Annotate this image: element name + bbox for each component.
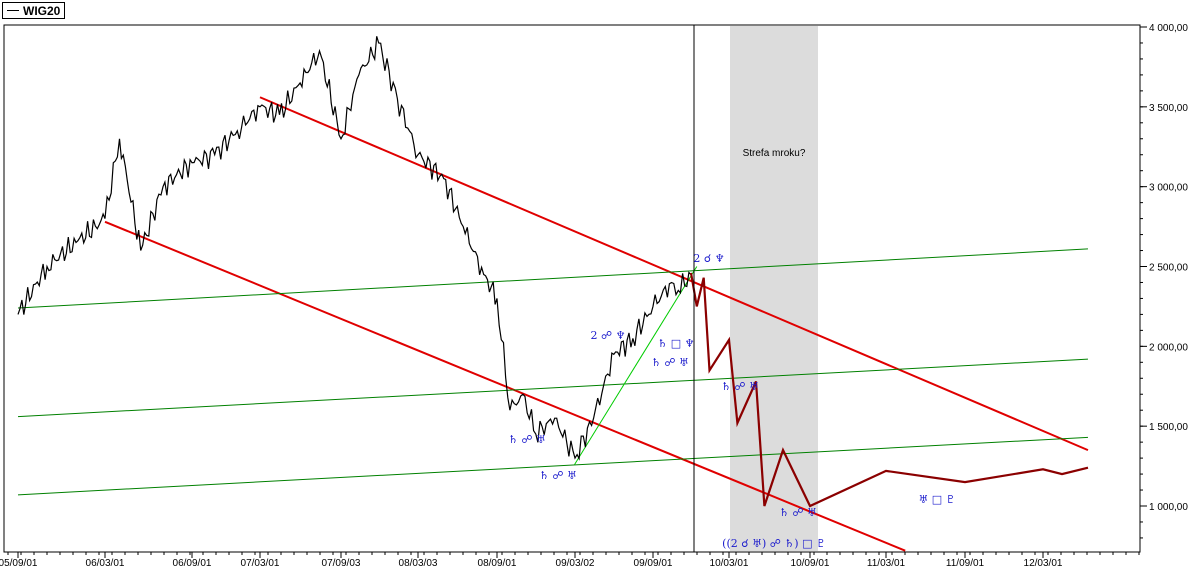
trendline-1 bbox=[259, 96, 1089, 452]
trendline-3 bbox=[17, 248, 1088, 309]
annotation-label: 2 ☍ ♆ bbox=[591, 329, 626, 342]
annotation-label: ♄ ☍ ♅ bbox=[779, 506, 817, 519]
legend[interactable]: WIG20 bbox=[2, 2, 66, 19]
trendlines bbox=[17, 96, 1089, 552]
x-tick-label: 10/03/01 bbox=[710, 558, 749, 569]
legend-line-icon bbox=[7, 10, 19, 11]
series-wig20-line bbox=[17, 36, 692, 461]
plot-frame bbox=[3, 24, 1141, 553]
trendline-2 bbox=[104, 220, 906, 552]
x-tick-label: 07/03/01 bbox=[241, 558, 280, 569]
x-tick-label: 09/09/01 bbox=[634, 558, 673, 569]
annotations: 2 ☌ ♆ 2 ☍ ♆ ♄ □ ♆ ♄ ☍ ♅ ♄ ☍ ♅ ♄ ☍ ♅ ♄ ☍ ♅ ♄ ☍ ♅… bbox=[508, 252, 955, 550]
x-tick-label: 10/09/01 bbox=[791, 558, 830, 569]
y-tick-label: 1 000,00 bbox=[1149, 502, 1188, 513]
x-tick-label: 11/03/01 bbox=[867, 558, 906, 569]
x-tick-label: 11/09/01 bbox=[946, 558, 985, 569]
x-tick-label: 08/09/01 bbox=[478, 558, 517, 569]
x-tick-label: 07/09/03 bbox=[322, 558, 361, 569]
shaded-region-label: Strefa mroku? bbox=[743, 148, 806, 159]
y-tick-label: 2 500,00 bbox=[1149, 263, 1188, 274]
series-forecast-line bbox=[689, 272, 1089, 508]
annotation-label: ♄ □ ♆ bbox=[657, 337, 694, 350]
trendline-5 bbox=[17, 436, 1088, 496]
series-layer bbox=[17, 36, 1089, 508]
annotation-label: ♄ ☍ ♅ bbox=[539, 469, 577, 482]
annotation-label: ♄ ☍ ♅ bbox=[651, 356, 689, 369]
x-tick-label: 08/03/03 bbox=[399, 558, 438, 569]
annotation-label: 2 ☌ ♆ bbox=[693, 252, 724, 265]
x-tick-label: 09/03/02 bbox=[556, 558, 595, 569]
x-axis: 05/09/01 06/03/01 06/09/01 07/03/01 07/09/03… bbox=[0, 552, 1140, 569]
legend-label: WIG20 bbox=[23, 3, 61, 18]
y-tick-label: 1 500,00 bbox=[1149, 422, 1188, 433]
y-tick-label: 2 000,00 bbox=[1149, 342, 1188, 353]
shaded-region bbox=[730, 26, 818, 551]
annotation-label: ♄ ☍ ♅ bbox=[508, 433, 546, 446]
y-tick-label: 3 500,00 bbox=[1149, 103, 1188, 114]
x-tick-label: 06/09/01 bbox=[173, 558, 212, 569]
y-axis: 1 000,00 1 500,00 2 000,00 2 500,00 3 000,00… bbox=[1139, 23, 1188, 552]
y-tick-label: 3 000,00 bbox=[1149, 183, 1188, 194]
x-tick-label: 05/09/01 bbox=[0, 558, 38, 569]
trendline-4 bbox=[17, 358, 1088, 418]
x-tick-label: 12/03/01 bbox=[1024, 558, 1063, 569]
y-tick-label: 4 000,00 bbox=[1149, 23, 1188, 34]
trendline-6 bbox=[574, 266, 698, 465]
x-tick-label: 06/03/01 bbox=[86, 558, 125, 569]
annotation-label: ((2 ☌ ♅) ☍ ♄) □ ♇ bbox=[722, 537, 826, 550]
annotation-label: ♅ □ ♇ bbox=[918, 493, 955, 506]
annotation-label: ♄ ☍ ♅ bbox=[721, 380, 759, 393]
